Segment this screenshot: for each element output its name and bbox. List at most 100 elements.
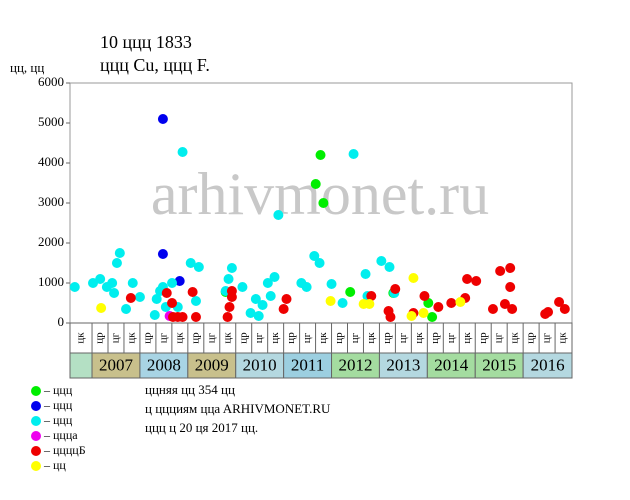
point (301, 282, 312, 292)
point (314, 258, 325, 268)
point (384, 262, 395, 272)
legend-marker (31, 431, 41, 441)
y-tick-label: 5000 (38, 114, 64, 129)
point (125, 293, 136, 303)
year-cell (474, 352, 524, 379)
sub-label: цк (461, 332, 473, 344)
point (222, 312, 233, 322)
legend-label: – ццццБ (43, 443, 86, 457)
point (543, 307, 554, 317)
point (559, 304, 570, 314)
sub-label: цр (477, 332, 489, 344)
point (348, 149, 359, 159)
sub-label: цр (141, 332, 153, 344)
point (419, 291, 430, 301)
sub-label: цг (301, 332, 313, 343)
year-label: 2014 (434, 355, 469, 374)
point (151, 294, 162, 304)
point (185, 258, 196, 268)
sub-label: цк (75, 332, 87, 344)
point (376, 256, 387, 266)
sub-label: цг (157, 332, 169, 343)
point (121, 304, 132, 314)
point (262, 278, 273, 288)
point (390, 284, 401, 294)
point (253, 311, 264, 321)
point (265, 291, 276, 301)
point (226, 263, 237, 273)
legend-label: – ццц (43, 413, 73, 427)
point (177, 312, 188, 322)
point (114, 248, 125, 258)
year-cell (331, 352, 380, 379)
point (250, 294, 261, 304)
point (471, 276, 482, 286)
sub-label: цк (125, 332, 137, 344)
y-tick-label: 4000 (38, 154, 64, 169)
year-cell (235, 352, 285, 379)
point (190, 296, 201, 306)
legend-marker (31, 416, 41, 426)
y-tick-label: 2000 (38, 234, 64, 249)
legend-marker (31, 461, 41, 471)
point (109, 288, 120, 298)
point (495, 266, 506, 276)
legend-marker (31, 446, 41, 456)
point (149, 310, 160, 320)
sub-label: цр (525, 332, 537, 344)
point (223, 274, 234, 284)
point (418, 308, 429, 318)
sub-label: цр (94, 332, 106, 344)
sub-label: цр (189, 332, 201, 344)
point (408, 273, 419, 283)
year-label: 2011 (291, 355, 324, 374)
note: ццц ц 20 ця 2017 цц. (145, 420, 258, 435)
lead-cell (69, 352, 93, 379)
point (134, 292, 145, 302)
sub-label: цг (253, 332, 265, 343)
point (278, 304, 289, 314)
point (193, 262, 204, 272)
point (273, 210, 284, 220)
year-cell (139, 352, 189, 379)
y-axis-label: цц, цц (10, 60, 44, 75)
sub-label: цр (333, 332, 345, 344)
sub-label: цг (493, 332, 505, 343)
point (337, 298, 348, 308)
sub-label: цк (365, 332, 377, 344)
point (345, 287, 356, 297)
point (487, 304, 498, 314)
point (318, 198, 329, 208)
y-tick-label: 0 (58, 314, 65, 329)
point (177, 147, 188, 157)
year-label: 2012 (338, 355, 372, 374)
point (127, 278, 138, 288)
point (111, 258, 122, 268)
point (226, 292, 237, 302)
year-cell (426, 352, 476, 379)
point (245, 308, 256, 318)
y-tick-label: 1000 (38, 274, 64, 289)
sub-label: цр (381, 332, 393, 344)
sub-label: цк (509, 332, 521, 344)
point (446, 298, 457, 308)
point (157, 114, 168, 124)
point (385, 312, 396, 322)
chart-title: 10 ццц 1833 (100, 32, 192, 52)
point (167, 278, 178, 288)
sub-label: цк (173, 332, 185, 344)
point (257, 300, 268, 310)
sub-label: цг (541, 332, 553, 343)
sub-label: цр (429, 332, 441, 344)
note: ц ццциям ццa ARHIVMONET.RU (145, 401, 331, 416)
year-cell (187, 352, 237, 379)
point (455, 297, 466, 307)
point (433, 302, 444, 312)
point (96, 303, 107, 313)
sub-label: цк (413, 332, 425, 344)
sub-label: цг (445, 332, 457, 343)
point (309, 251, 320, 261)
point (326, 279, 337, 289)
legend-marker (31, 386, 41, 396)
